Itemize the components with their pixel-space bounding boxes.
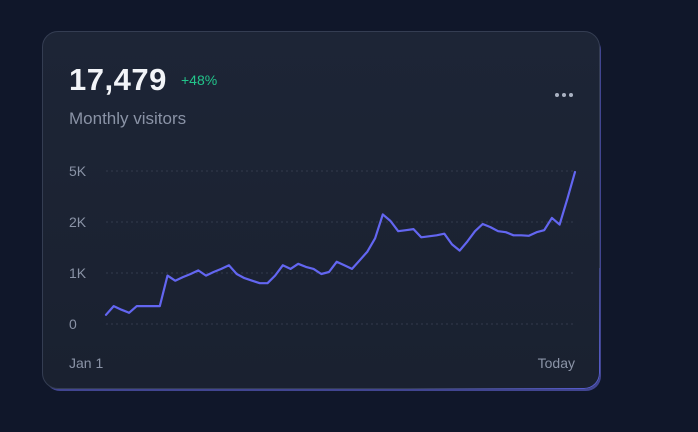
visitors-card: 17,479 +48% Monthly visitors 0 1K 2K 5K … — [42, 31, 600, 389]
series-line — [104, 170, 577, 316]
more-dot — [569, 93, 573, 97]
card-subtitle: Monthly visitors — [69, 109, 187, 128]
more-dot — [562, 93, 566, 97]
visitors-line-chart: 0 1K 2K 5K Jan 1 Today — [69, 163, 577, 371]
more-dot — [555, 93, 559, 97]
y-tick-label: 2K — [69, 214, 87, 230]
x-axis-start-label: Jan 1 — [69, 355, 103, 371]
y-tick-label: 0 — [69, 316, 77, 332]
x-axis-end-label: Today — [538, 355, 575, 371]
change-badge: +48% — [181, 72, 218, 88]
y-tick-label: 1K — [69, 265, 87, 281]
y-tick-label: 5K — [69, 163, 87, 179]
more-options-icon[interactable] — [551, 85, 577, 105]
visitor-count: 17,479 — [69, 62, 167, 97]
